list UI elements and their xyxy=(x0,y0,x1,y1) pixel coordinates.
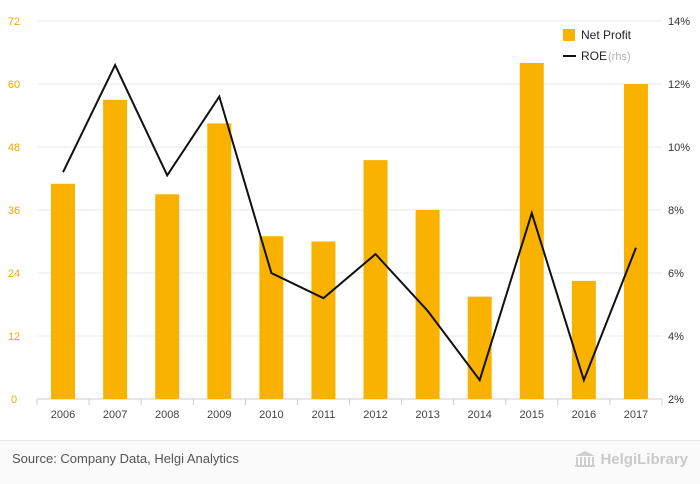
x-axis-tick-label: 2012 xyxy=(363,409,387,421)
logo-text: HelgiLibrary xyxy=(600,451,688,468)
bar-net-profit xyxy=(51,184,75,399)
right-axis-tick-label: 4% xyxy=(668,331,684,343)
combo-chart: 0 12 24 36 48 60 72 2% 4% 6% 8% 10% 12% 14% 2006 2007 20… xyxy=(0,0,700,440)
x-axis-tick-label: 2011 xyxy=(312,409,336,421)
bar-net-profit xyxy=(103,100,127,399)
legend-label-roe: ROE xyxy=(581,49,607,63)
bar-net-profit xyxy=(624,84,648,399)
x-axis-tick-label: 2016 xyxy=(572,409,596,421)
bar-net-profit xyxy=(468,297,492,399)
left-axis-tick-label: 12 xyxy=(8,331,20,343)
x-axis-tick-label: 2006 xyxy=(51,409,75,421)
right-axis-tick-label: 14% xyxy=(668,16,690,28)
legend-swatch-net-profit xyxy=(563,29,575,41)
bar-net-profit xyxy=(259,236,283,399)
right-axis-tick-label: 10% xyxy=(668,142,690,154)
right-axis-tick-label: 6% xyxy=(668,268,684,280)
bar-net-profit xyxy=(311,242,335,400)
x-axis-tick-label: 2017 xyxy=(624,409,648,421)
x-axis-tick-label: 2008 xyxy=(155,409,179,421)
x-axis-tick-label: 2014 xyxy=(467,409,491,421)
bar-net-profit xyxy=(416,210,440,399)
left-axis-tick-label: 72 xyxy=(8,16,20,28)
line-roe xyxy=(63,65,636,380)
x-axis-tick-label: 2015 xyxy=(520,409,544,421)
x-axis-tick-label: 2007 xyxy=(103,409,127,421)
left-axis-tick-label: 48 xyxy=(8,142,20,154)
left-axis-tick-label: 60 xyxy=(8,79,20,91)
bar-net-profit xyxy=(155,194,179,399)
bar-net-profit xyxy=(364,160,388,399)
right-axis-tick-label: 8% xyxy=(668,205,684,217)
x-axis-tick-label: 2009 xyxy=(207,409,231,421)
bar-net-profit xyxy=(207,123,231,399)
legend-label-roe-suffix: (rhs) xyxy=(608,51,631,63)
x-axis-tick-label: 2013 xyxy=(415,409,439,421)
helgi-library-logo[interactable]: HelgiLibrary xyxy=(574,450,688,468)
footer: Source: Company Data, Helgi Analytics He… xyxy=(0,440,700,484)
left-axis-tick-label: 36 xyxy=(8,205,20,217)
x-axis-tick-label: 2010 xyxy=(259,409,283,421)
right-axis-tick-label: 2% xyxy=(668,394,684,406)
source-note: Source: Company Data, Helgi Analytics xyxy=(12,451,239,466)
chart-area: 0 12 24 36 48 60 72 2% 4% 6% 8% 10% 12% 14% 2006 2007 20… xyxy=(0,0,700,440)
legend-label-net-profit: Net Profit xyxy=(581,28,632,42)
left-axis-tick-label: 0 xyxy=(11,394,17,406)
left-axis-tick-label: 24 xyxy=(8,268,20,280)
right-axis-tick-label: 12% xyxy=(668,79,690,91)
library-building-icon xyxy=(574,450,596,468)
bar-net-profit xyxy=(520,63,544,399)
